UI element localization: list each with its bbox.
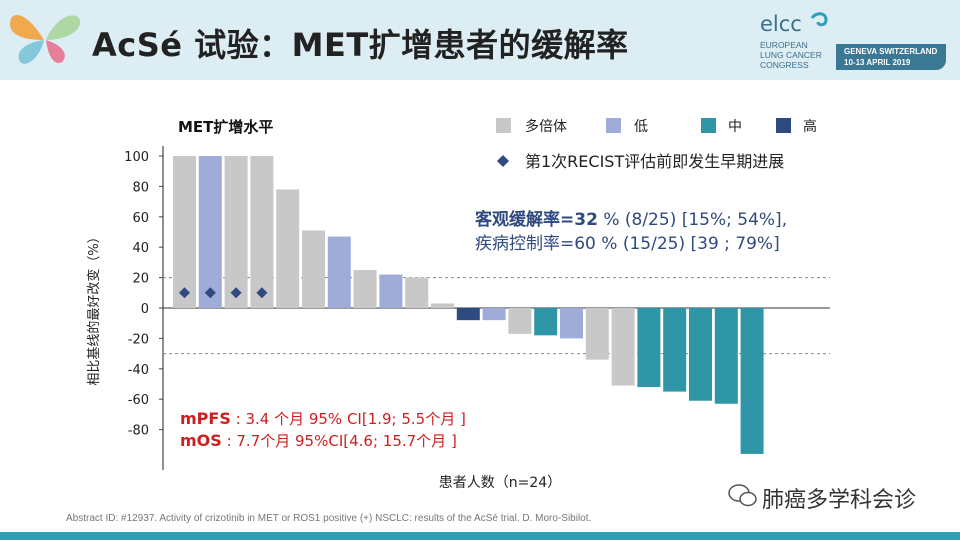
butterfly-logo-icon — [10, 14, 81, 64]
y-axis-label: 相比基线的最好改变（%） — [86, 230, 102, 385]
legend-label-low: 低 — [634, 119, 648, 135]
chart-title: MET扩增水平 — [178, 118, 273, 136]
y-tick-label: 20 — [132, 272, 149, 287]
y-tick-label: -20 — [128, 332, 149, 347]
bar — [560, 308, 583, 339]
legend-swatch-low — [606, 118, 621, 133]
waterfall-chart: 100 80 60 40 20 0 -20 -40 -60 -80 MET扩增水平 相比基线的最好… — [86, 118, 830, 491]
legend-label-polyploid: 多倍体 — [525, 118, 567, 135]
bar — [482, 308, 506, 321]
slide-header: AcSé 试验：MET扩增患者的缓解率 elcc EUROPEAN LUNG C… — [0, 0, 960, 80]
y-tick-label: -60 — [128, 393, 149, 408]
bar — [689, 308, 712, 401]
elcc-location-badge: GENEVA SWITZERLAND 10-13 APRIL 2019 — [836, 44, 946, 70]
legend-swatch-medium — [701, 118, 716, 133]
y-tick-label: 80 — [132, 180, 149, 195]
bar — [534, 308, 558, 336]
dcr-annotation: 疾病控制率=60 % (15/25) [39 ; 79%] — [475, 234, 780, 254]
bar — [431, 303, 454, 308]
footnote: Abstract ID: #12937. Activity of crizoti… — [66, 513, 592, 524]
legend-label-early-progression: 第1次RECIST评估前即发生早期进展 — [525, 152, 784, 171]
bar — [327, 236, 351, 308]
bar — [379, 274, 403, 308]
orr-annotation: 客观缓解率=32 % (8/25) [15%; 54%], — [474, 209, 787, 230]
bar — [740, 308, 764, 454]
bar — [250, 156, 274, 308]
early-progression-marker — [230, 287, 242, 299]
bar — [353, 270, 377, 308]
mos-annotation: mOS : 7.7个月 95%CI[4.6; 15.7个月 ] — [180, 431, 457, 450]
bar — [302, 230, 325, 308]
bar — [611, 308, 635, 386]
bar — [173, 156, 196, 308]
elcc-logo-text: elcc — [760, 12, 802, 36]
bar — [663, 308, 687, 392]
bar — [585, 308, 609, 360]
y-tick-label: -40 — [128, 363, 149, 378]
early-progression-marker — [256, 287, 268, 299]
x-axis-label: 患者人数（n=24） — [439, 475, 561, 491]
bar — [224, 156, 248, 308]
legend: 多倍体 低 中 高 第1次RECIST评估前即发生早期进展 — [496, 118, 817, 171]
elcc-swirl-icon — [810, 12, 828, 27]
bar — [456, 308, 480, 321]
bar — [405, 277, 429, 308]
y-tick-label: 100 — [124, 150, 149, 165]
bar — [714, 308, 738, 404]
slide-title: AcSé 试验：MET扩增患者的缓解率 — [92, 26, 629, 64]
legend-label-medium: 中 — [728, 119, 742, 135]
y-tick-label: -80 — [128, 424, 149, 439]
mpfs-annotation: mPFS : 3.4 个月 95% CI[1.9; 5.5个月 ] — [180, 409, 466, 428]
early-progression-marker — [179, 287, 190, 299]
y-tick-label: 60 — [132, 211, 149, 226]
bar — [508, 308, 532, 334]
watermark-text: 肺癌多学科会诊 — [762, 488, 917, 513]
legend-marker-diamond — [497, 155, 509, 167]
legend-swatch-polyploid — [496, 118, 511, 133]
bar — [637, 308, 661, 388]
early-progression-marker — [204, 287, 216, 299]
bar — [276, 189, 300, 308]
bar — [198, 156, 222, 308]
wechat-icon — [728, 484, 757, 507]
footer-bar — [0, 532, 960, 540]
legend-label-high: 高 — [803, 118, 817, 135]
y-tick-label: 40 — [132, 241, 149, 256]
y-tick-label: 0 — [141, 302, 149, 317]
legend-swatch-high — [776, 118, 791, 133]
elcc-congress-name: EUROPEAN LUNG CANCER CONGRESS — [760, 40, 822, 70]
